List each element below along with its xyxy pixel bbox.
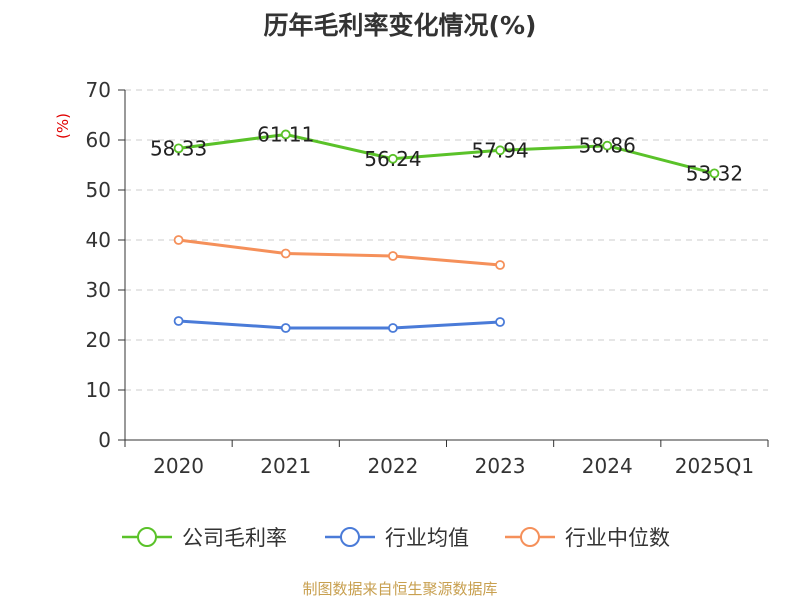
x-tick-label-2024: 2024 — [582, 454, 633, 478]
y-tick-label-10: 10 — [86, 378, 111, 402]
y-tick-label-50: 50 — [86, 178, 111, 202]
y-tick-label-40: 40 — [86, 228, 111, 252]
legend-marker-1 — [340, 527, 360, 547]
data-point-s1-2021 — [280, 323, 291, 333]
legend-marker-2 — [520, 527, 540, 547]
data-label-2021: 61.11 — [257, 122, 314, 146]
data-point-s2-2020 — [173, 235, 184, 245]
data-point-s1-2020 — [173, 316, 184, 326]
x-tick-label-2021: 2021 — [260, 454, 311, 478]
grid-lines — [125, 89, 768, 391]
data-label-2024: 58.86 — [579, 134, 636, 158]
data-point-s2-2021 — [280, 248, 291, 259]
data-labels: 58.33 61.11 56.24 57.94 58.86 53.32 — [150, 122, 743, 185]
y-tick-label-70: 70 — [86, 78, 111, 102]
legend-marker-0 — [137, 527, 157, 547]
x-tick-label-2023: 2023 — [475, 454, 526, 478]
data-point-s0-2020 — [173, 143, 184, 154]
series-line-2 — [178, 238, 501, 267]
legend-label-1: 行业均值 — [385, 526, 469, 550]
data-point-s0-2023 — [495, 145, 505, 156]
data-point-s0-2025Q1 — [709, 168, 720, 179]
legend-label-2: 行业中位数 — [565, 526, 670, 550]
series-line-1 — [178, 319, 501, 330]
y-tick-label-60: 60 — [86, 128, 111, 152]
x-tick-label-2022: 2022 — [367, 454, 418, 478]
data-point-s0-2022 — [388, 153, 398, 164]
x-tick-label-2025Q1: 2025Q1 — [675, 454, 754, 478]
chart-title: 历年毛利率变化情况(%) — [263, 11, 537, 40]
y-tick-label-0: 0 — [98, 428, 111, 452]
x-tick-label-2020: 2020 — [153, 454, 204, 478]
y-axis-label: (%) — [54, 113, 72, 139]
series-group — [173, 129, 720, 333]
data-label-2022: 56.24 — [364, 147, 421, 171]
data-label-2020: 58.33 — [150, 136, 207, 160]
legend-item-1[interactable]: 行业均值 — [325, 526, 469, 550]
legend[interactable]: 公司毛利率 行业均值 行业中位数 — [122, 526, 670, 550]
legend-label-0: 公司毛利率 — [182, 526, 287, 550]
legend-item-2[interactable]: 行业中位数 — [505, 526, 670, 550]
series-line-0 — [178, 132, 715, 175]
data-point-s0-2024 — [602, 140, 613, 151]
data-point-s2-2023 — [495, 260, 505, 270]
y-tick-label-20: 20 — [86, 328, 111, 352]
data-label-2023: 57.94 — [471, 138, 528, 162]
data-point-s1-2022 — [388, 323, 398, 333]
legend-item-0[interactable]: 公司毛利率 — [122, 526, 287, 550]
y-tick-label-30: 30 — [86, 278, 111, 302]
data-source-note: 制图数据来自恒生聚源数据库 — [302, 580, 498, 598]
data-point-s2-2022 — [388, 251, 398, 261]
data-label-2025Q1: 53.32 — [686, 161, 743, 185]
data-point-s1-2023 — [495, 317, 505, 327]
axes: 0 10 20 30 40 50 60 70 2020 2021 2022 2023 2024 2025Q… — [54, 78, 769, 478]
data-point-s0-2021 — [280, 129, 291, 140]
